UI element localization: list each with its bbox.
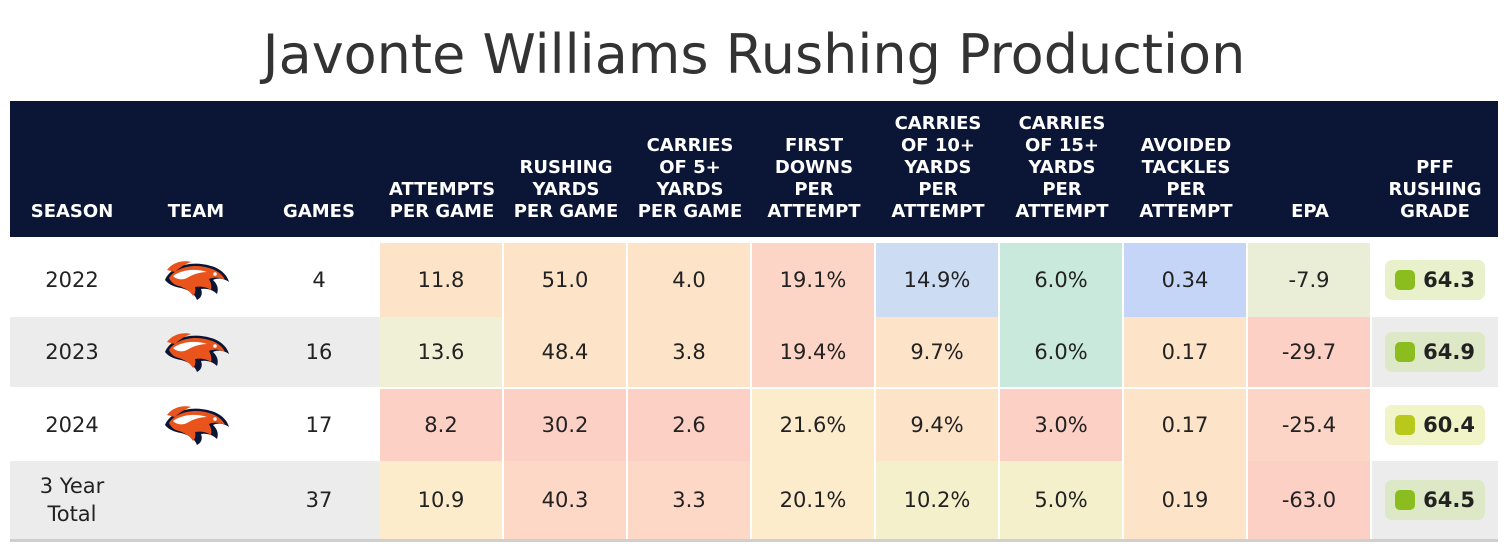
cell-at_pa: 0.17: [1124, 389, 1248, 461]
cell-epa: -29.7: [1248, 317, 1372, 387]
cell-c15_pa: 3.0%: [1000, 389, 1124, 461]
cell-season: 2024: [45, 413, 99, 437]
cell-c5_pg: 3.3: [628, 461, 752, 539]
cell-games: 37: [305, 488, 333, 512]
grade-indicator-icon: [1395, 342, 1415, 362]
cell-yds_pg: 30.2: [504, 389, 628, 461]
cell-att_pg: 13.6: [380, 317, 504, 387]
cell-c10_pa: 14.9%: [876, 243, 1000, 317]
grade-value: 64.9: [1423, 340, 1475, 364]
cell-c10_pa: 9.7%: [876, 317, 1000, 387]
header-c5_pg: CARRIES OF 5+ YARDS PER GAME: [637, 135, 743, 222]
header-epa: EPA: [1291, 201, 1329, 222]
header-at_pa: AVOIDED TACKLES PER ATTEMPT: [1139, 135, 1233, 222]
header-grade: PFF RUSHING GRADE: [1388, 157, 1482, 222]
header-c15_pa: CARRIES OF 15+ YARDS PER ATTEMPT: [1015, 113, 1109, 222]
table-row: 2022 4 11.8 51.0 4.0 19.1% 14.9% 6.0% 0.34 -7.9 64…: [10, 243, 1498, 317]
cell-epa: -63.0: [1248, 461, 1372, 539]
cell-c15_pa: 6.0%: [1000, 317, 1124, 387]
page-title: Javonte Williams Rushing Production: [262, 23, 1246, 86]
broncos-logo-icon: [161, 403, 231, 447]
grade-badge: 64.5: [1385, 480, 1485, 520]
cell-season: 3 Year Total: [39, 474, 105, 526]
cell-fd_pa: 19.1%: [752, 243, 876, 317]
table-bottom-rule: [10, 539, 1498, 542]
table-row: 2023 16 13.6 48.4 3.8 19.4% 9.7% 6.0% 0.17 -29.7 6…: [10, 317, 1498, 387]
cell-c15_pa: 5.0%: [1000, 461, 1124, 539]
cell-fd_pa: 21.6%: [752, 389, 876, 461]
cell-epa: -25.4: [1248, 389, 1372, 461]
cell-games: 4: [312, 268, 326, 292]
grade-value: 64.3: [1423, 268, 1475, 292]
cell-c5_pg: 4.0: [628, 243, 752, 317]
cell-games: 16: [305, 340, 333, 364]
cell-yds_pg: 40.3: [504, 461, 628, 539]
cell-epa: -7.9: [1248, 243, 1372, 317]
broncos-logo-icon: [161, 330, 231, 374]
cell-c15_pa: 6.0%: [1000, 243, 1124, 317]
grade-badge: 64.9: [1385, 332, 1485, 372]
header-fd_pa: FIRST DOWNS PER ATTEMPT: [767, 135, 861, 222]
cell-c5_pg: 2.6: [628, 389, 752, 461]
cell-season: 2023: [45, 340, 99, 364]
grade-value: 64.5: [1423, 488, 1475, 512]
header-team: TEAM: [167, 201, 225, 222]
header-games: GAMES: [283, 201, 355, 222]
cell-team: [134, 243, 258, 317]
header-yds_pg: RUSHING YARDS PER GAME: [513, 157, 619, 222]
cell-c10_pa: 9.4%: [876, 389, 1000, 461]
cell-at_pa: 0.17: [1124, 317, 1248, 387]
cell-team: [134, 461, 258, 539]
cell-yds_pg: 51.0: [504, 243, 628, 317]
stats-table: SEASON TEAM GAMES ATTEMPTS PER GAME RUSHING …: [10, 101, 1498, 542]
cell-games: 17: [305, 413, 333, 437]
header-c10_pa: CARRIES OF 10+ YARDS PER ATTEMPT: [891, 113, 985, 222]
cell-grade: 64.9: [1372, 317, 1498, 387]
table-header: SEASON TEAM GAMES ATTEMPTS PER GAME RUSHING …: [10, 101, 1498, 237]
table-row: 3 Year Total 37 10.9 40.3 3.3 20.1% 10.2% 5.0% 0…: [10, 461, 1498, 539]
cell-att_pg: 11.8: [380, 243, 504, 317]
table-body: 2022 4 11.8 51.0 4.0 19.1% 14.9% 6.0% 0.34 -7.9 64…: [10, 243, 1498, 539]
cell-att_pg: 8.2: [380, 389, 504, 461]
cell-c5_pg: 3.8: [628, 317, 752, 387]
grade-value: 60.4: [1423, 413, 1475, 437]
cell-fd_pa: 20.1%: [752, 461, 876, 539]
grade-badge: 64.3: [1385, 260, 1485, 300]
grade-indicator-icon: [1395, 270, 1415, 290]
cell-grade: 60.4: [1372, 389, 1498, 461]
table-row: 2024 17 8.2 30.2 2.6 21.6% 9.4% 3.0% 0.17 -25.4 60…: [10, 389, 1498, 461]
cell-team: [134, 317, 258, 387]
cell-at_pa: 0.19: [1124, 461, 1248, 539]
cell-yds_pg: 48.4: [504, 317, 628, 387]
cell-season: 2022: [45, 268, 99, 292]
header-att_pg: ATTEMPTS PER GAME: [388, 179, 496, 222]
cell-grade: 64.3: [1372, 243, 1498, 317]
grade-indicator-icon: [1395, 415, 1415, 435]
cell-grade: 64.5: [1372, 461, 1498, 539]
cell-fd_pa: 19.4%: [752, 317, 876, 387]
cell-at_pa: 0.34: [1124, 243, 1248, 317]
grade-indicator-icon: [1395, 490, 1415, 510]
cell-att_pg: 10.9: [380, 461, 504, 539]
grade-badge: 60.4: [1385, 405, 1485, 445]
broncos-logo-icon: [161, 258, 231, 302]
cell-team: [134, 389, 258, 461]
header-season: SEASON: [30, 201, 114, 222]
cell-c10_pa: 10.2%: [876, 461, 1000, 539]
